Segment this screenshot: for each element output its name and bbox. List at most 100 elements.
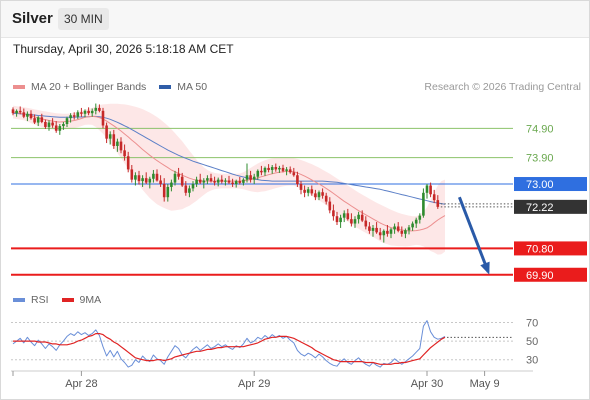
candle-body-31 bbox=[123, 150, 126, 157]
candle-body-118 bbox=[436, 200, 440, 207]
candle-66 bbox=[249, 170, 252, 183]
candle-body-105 bbox=[389, 229, 393, 234]
candle-body-60 bbox=[227, 180, 231, 183]
candle-body-19 bbox=[80, 112, 83, 114]
candle-105 bbox=[389, 227, 393, 239]
candle-body-112 bbox=[414, 219, 418, 224]
candle-65 bbox=[245, 163, 249, 183]
rsi-tick-label-0: 70 bbox=[526, 317, 538, 329]
candle-body-40 bbox=[155, 173, 159, 181]
candle-112 bbox=[414, 217, 418, 228]
candle-body-82 bbox=[306, 189, 310, 193]
ma50-legend-label: MA 50 bbox=[177, 81, 208, 93]
candle-44 bbox=[170, 179, 173, 192]
candle-24 bbox=[98, 104, 101, 113]
candle-body-99 bbox=[368, 226, 371, 231]
candle-67 bbox=[252, 173, 256, 185]
candle-2 bbox=[18, 106, 22, 115]
candle-63 bbox=[238, 177, 242, 185]
level-label-3: 70.80 bbox=[526, 243, 554, 255]
current-price-label: 72.22 bbox=[526, 202, 554, 214]
candle-80 bbox=[299, 181, 303, 195]
candle-17 bbox=[72, 112, 76, 120]
candle-68 bbox=[256, 169, 260, 180]
candle-body-97 bbox=[360, 214, 364, 221]
candle-72 bbox=[270, 165, 274, 174]
candle-45 bbox=[173, 170, 177, 186]
candle-body-116 bbox=[429, 185, 432, 195]
rsi-ma-legend-label: 9MA bbox=[79, 294, 102, 306]
candle-body-57 bbox=[216, 179, 220, 183]
candle-84 bbox=[314, 189, 317, 201]
timeframe-badge[interactable]: 30 MIN bbox=[58, 8, 109, 30]
candle-5 bbox=[29, 110, 33, 120]
x-tick-label-1: Apr 29 bbox=[238, 378, 270, 390]
candle-28 bbox=[112, 129, 116, 149]
rsi-ma-swatch bbox=[61, 298, 74, 302]
forecast-arrow-head bbox=[480, 261, 490, 275]
candle-body-76 bbox=[285, 169, 288, 171]
candle-0 bbox=[11, 107, 15, 116]
candle-96 bbox=[357, 211, 360, 224]
rsi-legend-label: RSI bbox=[31, 294, 49, 306]
candle-16 bbox=[69, 113, 72, 123]
candle-18 bbox=[76, 110, 80, 120]
candle-body-113 bbox=[418, 215, 422, 220]
candle-59 bbox=[224, 178, 227, 186]
candle-9 bbox=[44, 119, 47, 129]
timestamp: Thursday, April 30, 2026 5:18:18 AM CET bbox=[13, 42, 234, 56]
bollinger-legend-label: MA 20 + Bollinger Bands bbox=[31, 81, 147, 93]
candle-body-95 bbox=[353, 219, 357, 224]
candle-body-42 bbox=[162, 184, 166, 198]
candle-100 bbox=[371, 225, 375, 237]
candle-body-84 bbox=[314, 193, 317, 198]
candle-body-54 bbox=[206, 178, 209, 181]
candle-11 bbox=[51, 118, 54, 128]
candle-body-11 bbox=[51, 122, 54, 126]
candle-4 bbox=[26, 111, 29, 122]
candle-71 bbox=[267, 164, 270, 173]
candle-73 bbox=[274, 163, 278, 172]
candle-body-48 bbox=[184, 185, 188, 193]
candle-118 bbox=[436, 195, 440, 209]
candle-98 bbox=[364, 216, 368, 230]
candle-42 bbox=[162, 178, 166, 202]
candle-body-43 bbox=[166, 186, 170, 198]
rsi-tick-label-2: 30 bbox=[526, 355, 538, 367]
candle-body-77 bbox=[288, 169, 292, 173]
candle-body-38 bbox=[148, 178, 152, 183]
candle-109 bbox=[404, 228, 407, 239]
candle-54 bbox=[206, 175, 209, 185]
candle-body-39 bbox=[152, 173, 155, 179]
candle-22 bbox=[90, 108, 94, 117]
candle-body-91 bbox=[339, 217, 342, 223]
instrument-title: Silver bbox=[12, 10, 53, 27]
level-tag-4 bbox=[514, 267, 587, 282]
candle-body-93 bbox=[346, 213, 350, 220]
candle-body-100 bbox=[371, 227, 375, 231]
candle-body-15 bbox=[65, 118, 69, 125]
candle-body-24 bbox=[98, 107, 101, 111]
candle-32 bbox=[126, 151, 130, 173]
candle-body-65 bbox=[245, 175, 249, 180]
candle-body-62 bbox=[234, 181, 238, 185]
candle-body-69 bbox=[260, 170, 263, 173]
candle-body-96 bbox=[357, 214, 360, 220]
candle-111 bbox=[411, 221, 414, 231]
candle-body-80 bbox=[299, 184, 303, 190]
candle-94 bbox=[350, 213, 353, 227]
candle-body-88 bbox=[328, 201, 332, 211]
candle-56 bbox=[213, 176, 216, 186]
candle-26 bbox=[105, 122, 108, 144]
candle-86 bbox=[321, 188, 324, 199]
candle-body-110 bbox=[407, 227, 411, 231]
candle-88 bbox=[328, 197, 332, 214]
level-label-2: 73.00 bbox=[526, 179, 554, 191]
candle-55 bbox=[209, 173, 213, 183]
candle-6 bbox=[33, 114, 36, 125]
level-label-4: 69.90 bbox=[526, 270, 554, 282]
candle-89 bbox=[332, 204, 335, 221]
candle-50 bbox=[191, 181, 195, 192]
candle-81 bbox=[303, 185, 306, 198]
candle-117 bbox=[432, 189, 436, 204]
